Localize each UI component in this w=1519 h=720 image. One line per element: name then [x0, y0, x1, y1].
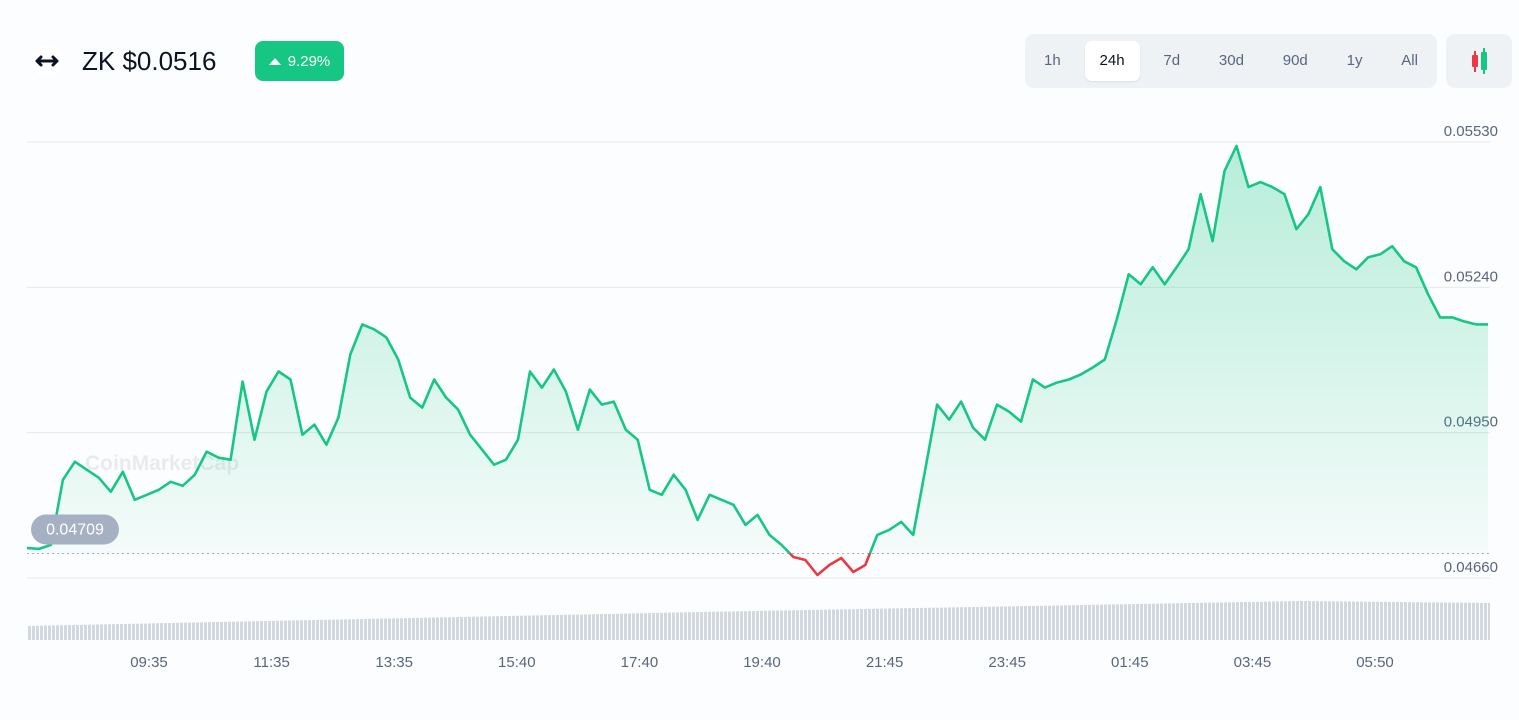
candle-toggle[interactable]	[1446, 34, 1512, 88]
y-tick-label: 0.04660	[1444, 559, 1498, 576]
x-tick-label: 19:40	[743, 654, 781, 671]
x-tick-label: 17:40	[621, 654, 659, 671]
reference-pill	[31, 514, 119, 545]
volume-strip	[27, 601, 1490, 640]
x-tick-label: 09:35	[130, 654, 168, 671]
x-tick-label: 05:50	[1356, 654, 1394, 671]
timeframe-button[interactable]: All	[1401, 52, 1418, 69]
coin-price: ZK $0.0516	[82, 46, 217, 76]
reference-label: 0.04709	[46, 521, 104, 538]
price-area	[27, 146, 1488, 554]
timeframe-button[interactable]: 1h	[1044, 52, 1061, 69]
candle-icon	[1472, 48, 1487, 74]
x-tick-label: 21:45	[866, 654, 904, 671]
coin-icon	[31, 45, 63, 77]
timeframe-button[interactable]: 90d	[1282, 52, 1308, 69]
x-tick-label: 23:45	[988, 654, 1026, 671]
y-tick-label: 0.05240	[1444, 268, 1498, 285]
change-badge: 9.29%	[255, 41, 344, 81]
x-tick-label: 01:45	[1111, 654, 1149, 671]
x-tick-label: 13:35	[375, 654, 413, 671]
change-value: 9.29%	[287, 52, 331, 70]
timeframe-button[interactable]: 7d	[1163, 52, 1181, 69]
timeframe-button[interactable]: 30d	[1218, 52, 1244, 69]
timeframe-selector: 1h 24h 7d 30d 90d 1y All	[1025, 34, 1437, 88]
timeframe-button[interactable]: 24h	[1084, 41, 1140, 81]
x-tick-label: 11:35	[253, 654, 289, 671]
price-line	[26, 144, 1488, 577]
x-tick-label: 15:40	[498, 654, 536, 671]
y-tick-label: 0.05530	[1444, 123, 1498, 140]
x-tick-label: 03:45	[1234, 654, 1272, 671]
timeframe-button[interactable]: 1y	[1346, 52, 1363, 69]
